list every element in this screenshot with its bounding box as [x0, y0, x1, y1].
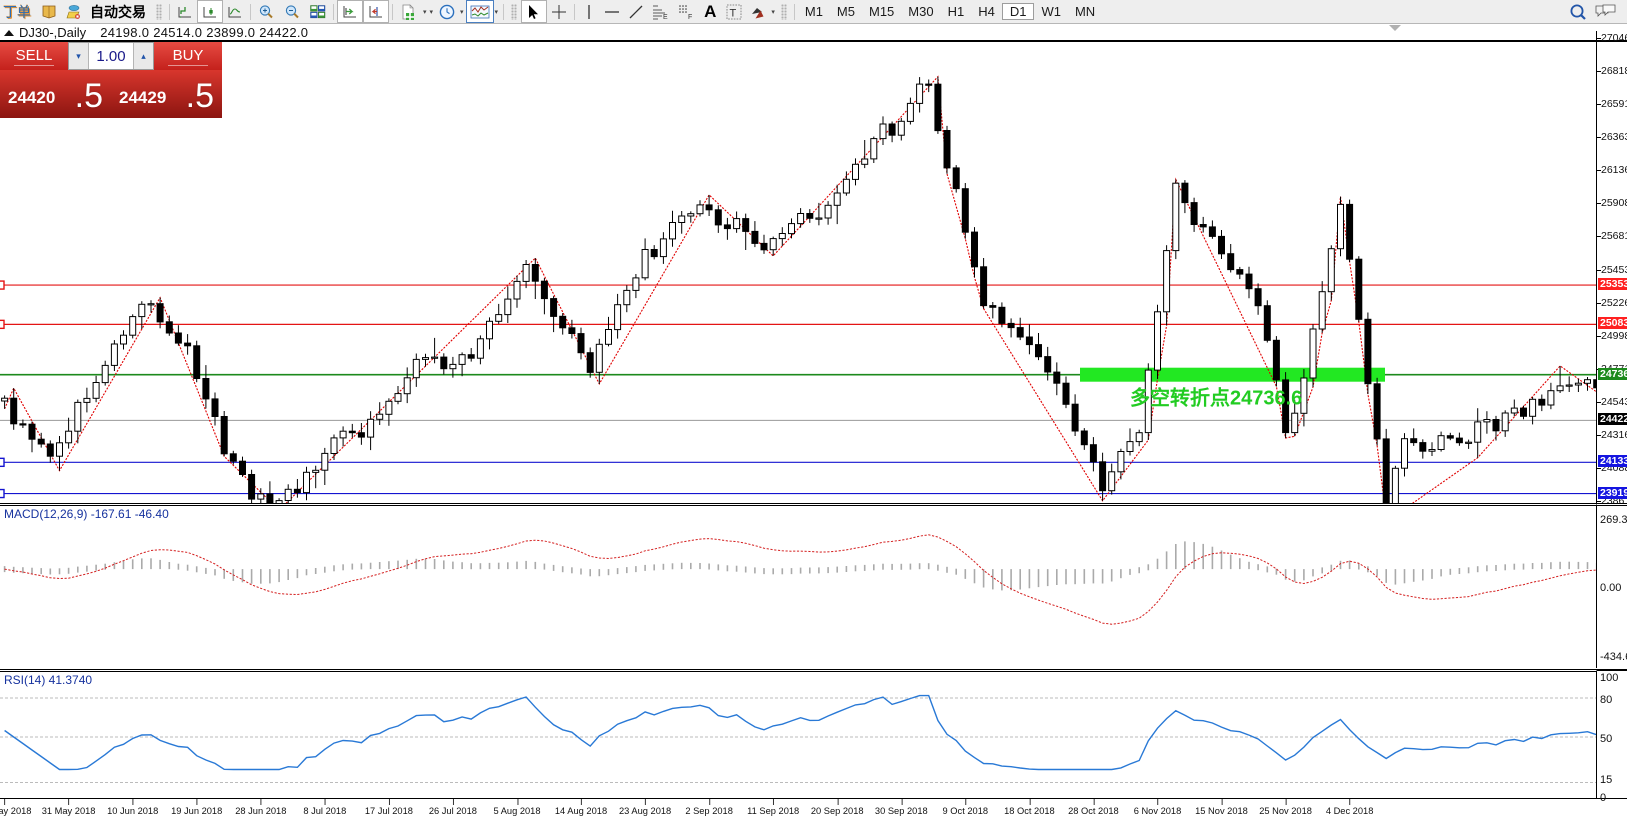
svg-text:T: T: [730, 7, 737, 19]
svg-text:F: F: [688, 14, 692, 20]
svg-text:E: E: [663, 14, 668, 20]
svg-text:MACD(12,26,9) -167.61 -46.40: MACD(12,26,9) -167.61 -46.40: [4, 507, 169, 521]
svg-text:RSI(14) 41.3740: RSI(14) 41.3740: [4, 673, 92, 687]
svg-text:多空转折点24736.6: 多空转折点24736.6: [1130, 386, 1302, 410]
